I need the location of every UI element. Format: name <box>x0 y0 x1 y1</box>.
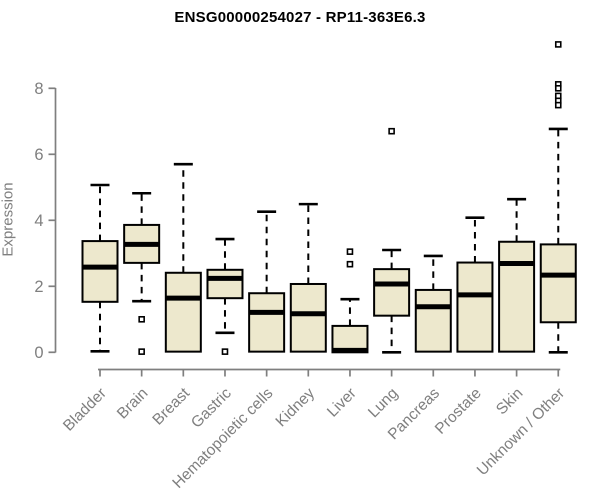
svg-text:Brain: Brain <box>114 385 152 423</box>
svg-text:Bladder: Bladder <box>60 385 110 435</box>
svg-text:Prostate: Prostate <box>432 385 485 438</box>
svg-text:2: 2 <box>34 278 43 296</box>
svg-text:Liver: Liver <box>324 385 360 421</box>
svg-text:Skin: Skin <box>493 385 526 418</box>
svg-text:Breast: Breast <box>149 384 193 428</box>
svg-text:0: 0 <box>34 344 43 362</box>
svg-text:Lung: Lung <box>365 385 401 421</box>
svg-text:8: 8 <box>34 80 43 98</box>
svg-text:Kidney: Kidney <box>273 385 319 431</box>
chart-title: ENSG00000254027 - RP11-363E6.3 <box>174 9 426 26</box>
svg-text:6: 6 <box>34 146 43 164</box>
svg-text:4: 4 <box>34 212 43 230</box>
